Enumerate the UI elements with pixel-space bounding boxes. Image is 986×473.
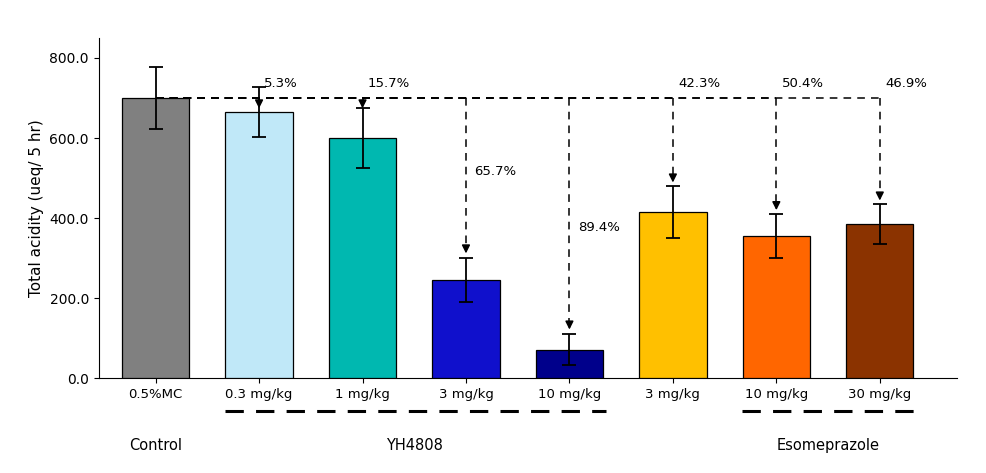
Text: 42.3%: 42.3% — [677, 77, 720, 90]
Bar — [741, 236, 810, 378]
Bar — [225, 112, 293, 378]
Bar — [122, 98, 189, 378]
Text: 46.9%: 46.9% — [884, 77, 926, 90]
Text: YH4808: YH4808 — [386, 438, 443, 453]
Bar — [845, 224, 912, 378]
Text: Esomeprazole: Esomeprazole — [776, 438, 879, 453]
Bar — [535, 350, 602, 378]
Text: 65.7%: 65.7% — [473, 165, 516, 178]
Bar — [639, 212, 706, 378]
Text: 5.3%: 5.3% — [264, 77, 298, 90]
Text: 89.4%: 89.4% — [577, 221, 619, 234]
Y-axis label: Total acidity (ueq/ 5 hr): Total acidity (ueq/ 5 hr) — [29, 119, 44, 297]
Text: 15.7%: 15.7% — [368, 77, 409, 90]
Bar — [432, 280, 499, 378]
Text: 50.4%: 50.4% — [781, 77, 822, 90]
Text: Control: Control — [129, 438, 181, 453]
Bar — [328, 138, 395, 378]
